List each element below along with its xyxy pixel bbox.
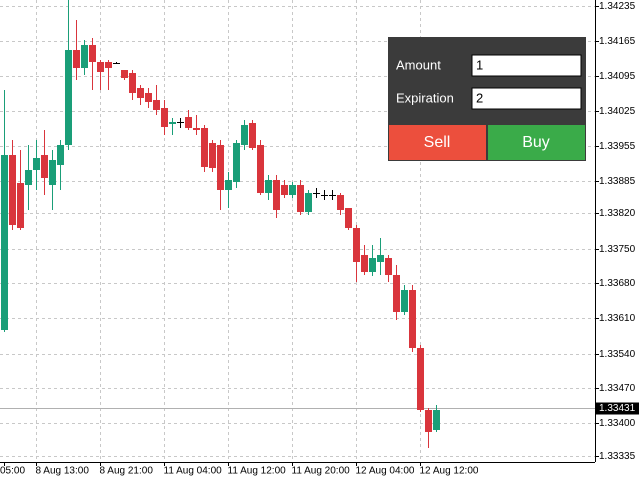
candle-body	[9, 155, 16, 225]
candle-body	[393, 275, 400, 312]
candle-body	[161, 108, 168, 127]
candle-body	[89, 45, 96, 62]
candle-body	[17, 183, 24, 228]
candle-body	[329, 195, 336, 196]
candle-body	[169, 122, 176, 124]
candle-body	[97, 62, 104, 72]
candle-body	[401, 290, 408, 312]
x-tick-label: 11 Aug 04:00	[164, 466, 223, 477]
y-tick-label: 1.33470	[599, 383, 636, 394]
last-price-box	[596, 402, 639, 415]
candle-body	[289, 185, 296, 195]
candle-body	[1, 155, 8, 330]
y-tick-label: 1.34165	[599, 36, 636, 47]
candle-body	[73, 50, 80, 68]
buy-label[interactable]: Buy	[522, 134, 550, 151]
candle-body	[81, 45, 88, 68]
candle-body	[433, 410, 440, 430]
y-tick-label: 1.33540	[599, 349, 636, 360]
candle-body	[385, 258, 392, 275]
y-tick-label: 1.33400	[599, 418, 636, 429]
candle-body	[185, 117, 192, 128]
y-tick-label: 1.33955	[599, 141, 636, 152]
candle-body	[297, 185, 304, 212]
candle-body	[65, 50, 72, 145]
x-tick-label: 05:00	[0, 466, 25, 477]
candle-body	[409, 290, 416, 348]
y-tick-label: 1.33750	[599, 244, 636, 255]
x-tick-label: 8 Aug 13:00	[36, 466, 90, 477]
candle-body	[233, 143, 240, 182]
y-tick-label: 1.33335	[599, 451, 636, 462]
candle-body	[193, 128, 200, 130]
candle-body	[321, 195, 328, 196]
candle-body	[49, 160, 56, 185]
candle-body	[145, 93, 152, 102]
y-tick-label: 1.33885	[599, 176, 636, 187]
candle-body	[417, 348, 424, 410]
candles	[1, 0, 440, 448]
candle-body	[153, 100, 160, 110]
candle-body	[313, 193, 320, 194]
y-tick-label: 1.34025	[599, 106, 636, 117]
amount-value[interactable]: 1	[476, 57, 483, 72]
candle-body	[377, 255, 384, 262]
candle-body	[57, 145, 64, 165]
amount-input[interactable]	[471, 54, 582, 77]
candle-body	[113, 63, 120, 64]
candle-body	[337, 195, 344, 210]
candle-body	[241, 125, 248, 145]
candle-body	[249, 123, 256, 148]
y-tick-label: 1.33680	[599, 278, 636, 289]
candle-body	[225, 180, 232, 190]
y-tick-label: 1.33820	[599, 208, 636, 219]
candle-body	[105, 62, 112, 68]
y-tick-label: 1.34095	[599, 71, 636, 82]
candle-body	[129, 73, 136, 93]
candle-body	[273, 180, 280, 210]
candle-body	[353, 228, 360, 262]
buy-button[interactable]	[488, 125, 585, 160]
y-tick-label: 1.34235	[599, 1, 636, 12]
candle-body	[41, 155, 48, 178]
candle-body	[121, 70, 128, 78]
x-tick-label: 12 Aug 12:00	[420, 466, 479, 477]
y-tick-label: 1.33610	[599, 313, 636, 324]
candle-body	[201, 128, 208, 167]
x-tick-label: 11 Aug 12:00	[228, 466, 287, 477]
expiration-label: Expiration	[396, 90, 454, 105]
candle-body	[217, 145, 224, 190]
candle-body	[257, 145, 264, 193]
sell-button[interactable]	[389, 125, 486, 160]
candle-body	[265, 180, 272, 193]
candle-body	[33, 158, 40, 170]
candle-body	[425, 410, 432, 432]
candle-body	[305, 193, 312, 212]
trade-panel: Amount 1 Expiration 2 Sell Buy	[388, 37, 586, 161]
x-tick-label: 11 Aug 20:00	[292, 466, 351, 477]
candle-body	[281, 185, 288, 195]
candle-body	[25, 170, 32, 185]
sell-label[interactable]: Sell	[424, 134, 451, 151]
x-tick-label: 12 Aug 04:00	[356, 466, 415, 477]
amount-label: Amount	[396, 57, 441, 72]
candle-body	[345, 208, 352, 228]
candle-body	[137, 88, 144, 98]
candle-body	[361, 255, 368, 272]
expiration-input[interactable]	[471, 87, 582, 110]
expiration-value[interactable]: 2	[476, 90, 483, 105]
x-tick-label: 8 Aug 21:00	[100, 466, 154, 477]
candle-body	[369, 258, 376, 272]
candle-body	[177, 122, 184, 123]
candle-body	[209, 143, 216, 168]
last-price-label: 1.33431	[599, 403, 636, 414]
